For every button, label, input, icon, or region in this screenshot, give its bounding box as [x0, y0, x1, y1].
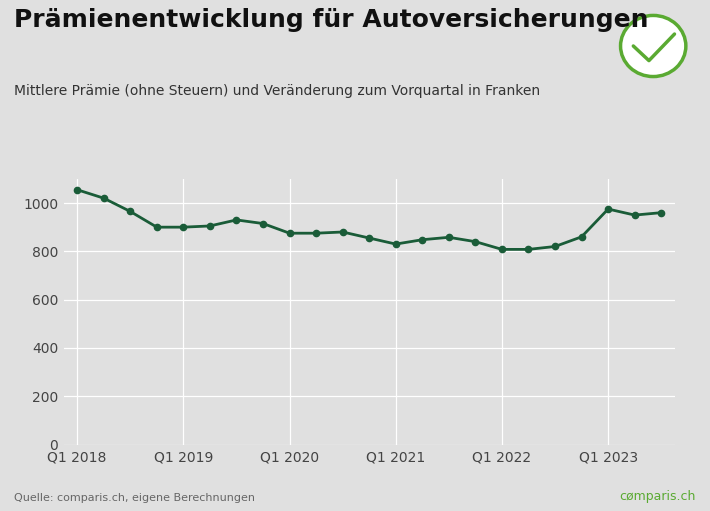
Text: Prämienentwicklung für Autoversicherungen: Prämienentwicklung für Autoversicherunge… [14, 8, 649, 32]
Text: Quelle: comparis.ch, eigene Berechnungen: Quelle: comparis.ch, eigene Berechnungen [14, 493, 255, 503]
Text: cømparis.ch: cømparis.ch [619, 491, 696, 503]
Text: Mittlere Prämie (ohne Steuern) und Veränderung zum Vorquartal in Franken: Mittlere Prämie (ohne Steuern) und Verän… [14, 84, 540, 98]
Circle shape [621, 15, 686, 77]
